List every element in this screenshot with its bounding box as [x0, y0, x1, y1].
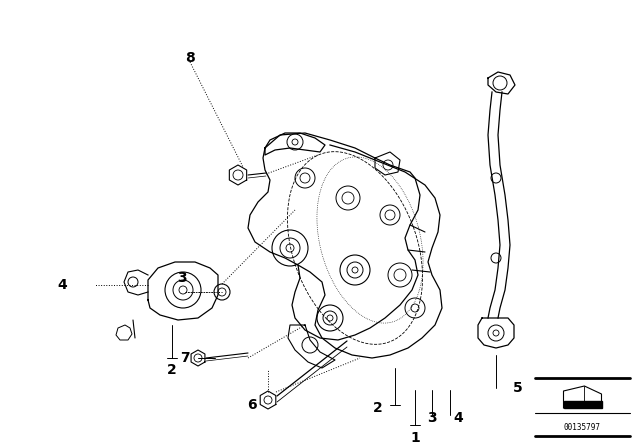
- Polygon shape: [563, 401, 602, 408]
- Text: 3: 3: [177, 271, 187, 285]
- Text: 00135797: 00135797: [564, 423, 601, 432]
- Text: 7: 7: [180, 351, 190, 365]
- Text: 2: 2: [373, 401, 383, 415]
- Text: 3: 3: [427, 411, 437, 425]
- Text: 8: 8: [185, 51, 195, 65]
- Text: 1: 1: [410, 431, 420, 445]
- Text: 5: 5: [513, 381, 523, 395]
- Text: 6: 6: [247, 398, 257, 412]
- Text: 4: 4: [57, 278, 67, 292]
- Text: 2: 2: [167, 363, 177, 377]
- Text: 4: 4: [453, 411, 463, 425]
